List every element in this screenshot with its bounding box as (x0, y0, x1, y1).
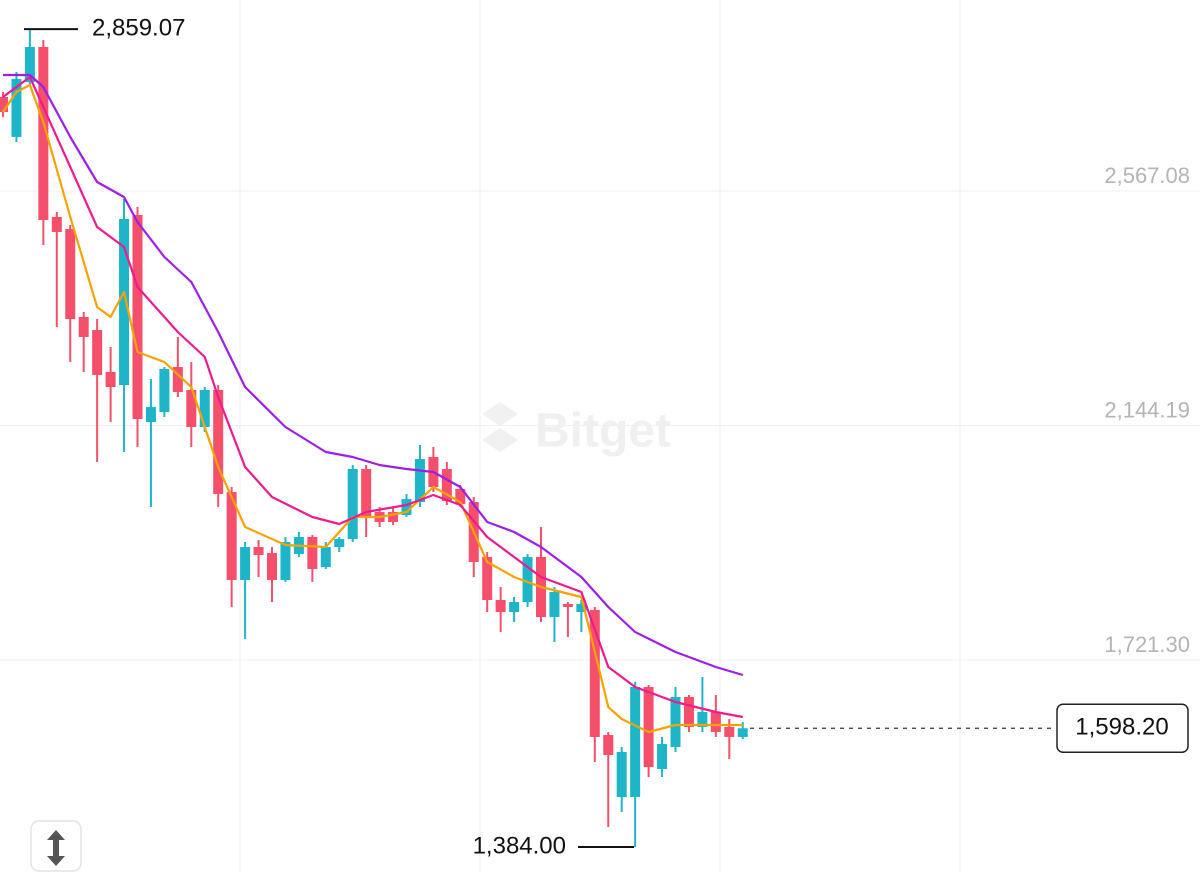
candle-body (697, 712, 708, 727)
candle-body (522, 556, 533, 603)
candle-body (51, 216, 62, 233)
candle-body (441, 469, 452, 502)
candle-body (38, 46, 49, 220)
candle-body (576, 603, 587, 613)
candle-body (509, 602, 520, 613)
candle-body (24, 46, 35, 83)
last-price-label: 1,598.20 (1075, 714, 1168, 741)
candle-body (562, 603, 573, 607)
candle-body (670, 696, 681, 748)
candle-body (199, 390, 210, 427)
candle-body (347, 469, 358, 540)
button-icon[interactable] (47, 830, 65, 866)
candle-body (683, 696, 694, 727)
candle-body (253, 546, 264, 555)
candle-body (388, 511, 399, 522)
candle-body (78, 317, 89, 337)
scroll-button[interactable] (30, 820, 82, 872)
candle-body (105, 371, 116, 388)
candle-body (616, 752, 627, 798)
moving-average-line (2, 83, 743, 734)
moving-average-line (2, 75, 744, 719)
candle-body (92, 330, 103, 375)
candle-body (657, 744, 668, 770)
candle-body (603, 734, 614, 755)
candle-body (186, 390, 197, 427)
watermark-logo (482, 402, 518, 452)
candle-body (240, 546, 251, 580)
candle-body (159, 368, 170, 413)
candle-body (589, 609, 600, 737)
candle-body (226, 492, 237, 580)
candle-body (145, 407, 156, 422)
candle-body (630, 687, 641, 798)
candle-body (549, 592, 560, 618)
candle-body (280, 541, 291, 580)
vertical-grid (239, 0, 961, 873)
candle-body (361, 469, 372, 517)
moving-average-line (3, 73, 744, 677)
candle-body (455, 488, 466, 505)
min-label: 1,384.00 (473, 832, 566, 859)
candle-body (401, 499, 412, 515)
candle-body (334, 539, 345, 547)
candle-body (643, 687, 654, 768)
watermark-text: Bitget (535, 405, 671, 458)
candle-body (132, 214, 143, 420)
candle-body (495, 600, 506, 613)
candle-body (710, 712, 721, 732)
last-price-box (1056, 703, 1189, 754)
candle-body (0, 96, 8, 113)
candle-body (737, 728, 748, 737)
candle-body (307, 537, 318, 570)
y-tick-label: 2,144.19 (1104, 397, 1190, 422)
candle-body (213, 390, 224, 495)
candle-body (414, 459, 425, 503)
candle-body (267, 552, 277, 580)
candle-body (119, 218, 130, 386)
y-tick-label: 2,567.08 (1104, 163, 1190, 188)
candle-body (11, 78, 22, 137)
max-label: 2,859.07 (92, 14, 185, 41)
y-tick-label: 1,721.30 (1104, 632, 1190, 657)
candle-body (172, 366, 183, 392)
candle-body (320, 546, 331, 568)
candle-body (482, 556, 493, 601)
candles (0, 29, 748, 848)
candle-body (724, 726, 735, 737)
candle-body (65, 229, 76, 320)
watermark: Bitget (482, 402, 671, 458)
